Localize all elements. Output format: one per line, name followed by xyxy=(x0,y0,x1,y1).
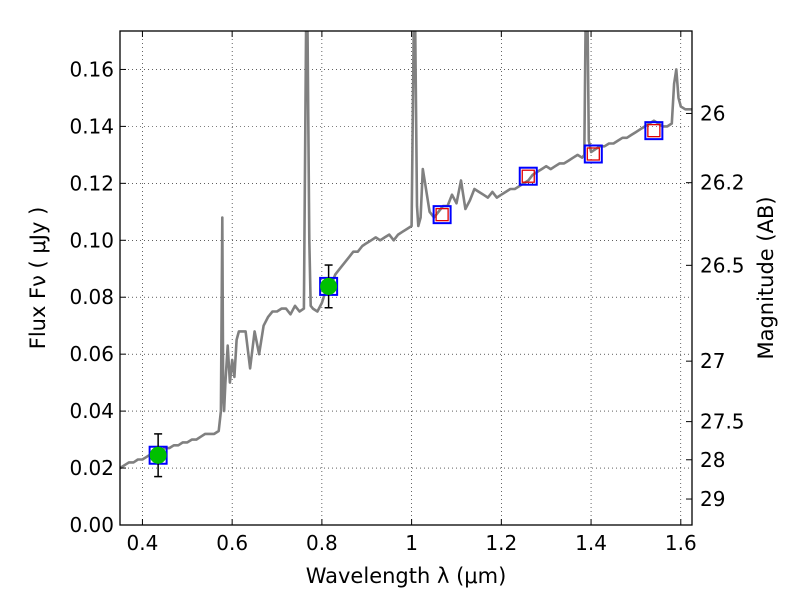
x-tick-label: 0.4 xyxy=(127,531,159,555)
y2-tick-label: 28 xyxy=(700,448,725,472)
x-tick-label: 0.8 xyxy=(306,531,338,555)
measured-band-marker xyxy=(586,147,600,161)
tick-labels: 0.4 0.6 0.8 1 1.2 1.4 1.6 0.00 0.02 0.04 0.06 0.08 0… xyxy=(69,57,744,555)
y-axis-title: Flux Fν ( μJy ) xyxy=(26,207,50,350)
model-band-marker xyxy=(518,166,538,186)
y-tick-label: 0.04 xyxy=(69,399,114,423)
x-axis-title: Wavelength λ (μm) xyxy=(306,564,507,588)
x-tick-label: 1.2 xyxy=(485,531,517,555)
x-tick-label: 1.4 xyxy=(575,531,607,555)
measured-band-marker xyxy=(435,207,449,222)
y-tick-label: 0.12 xyxy=(69,171,114,195)
model-band-marker xyxy=(583,144,603,164)
photometry-point xyxy=(149,446,167,464)
y2-tick-label: 27 xyxy=(700,349,725,373)
model-band-marker xyxy=(644,121,664,141)
y-tick-label: 0.14 xyxy=(69,114,114,138)
plot-background xyxy=(120,31,692,525)
y-tick-label: 0.06 xyxy=(69,342,114,366)
y2-tick-label: 26 xyxy=(700,101,725,125)
x-tick-label: 0.6 xyxy=(216,531,248,555)
model-band-marker xyxy=(432,205,452,225)
y2-tick-label: 27.5 xyxy=(700,410,745,434)
tick-marks xyxy=(120,31,692,526)
y-tick-label: 0.00 xyxy=(69,513,114,537)
measured-band-marker xyxy=(521,169,535,183)
x-tick-label: 1.6 xyxy=(665,531,697,555)
y2-tick-label: 26.5 xyxy=(700,253,745,277)
y-tick-label: 0.02 xyxy=(69,456,114,480)
photometry-point xyxy=(320,277,338,295)
plot-frame xyxy=(119,30,693,526)
markers-layer xyxy=(148,121,664,478)
y2-axis-title: Magnitude (AB) xyxy=(754,196,778,359)
y-tick-label: 0.08 xyxy=(69,285,114,309)
y-tick-label: 0.10 xyxy=(69,228,114,252)
y2-tick-label: 26.2 xyxy=(700,171,745,195)
y-tick-label: 0.16 xyxy=(69,57,114,81)
measured-band-marker xyxy=(647,124,661,138)
y2-tick-label: 29 xyxy=(700,487,725,511)
x-tick-label: 1 xyxy=(405,531,418,555)
